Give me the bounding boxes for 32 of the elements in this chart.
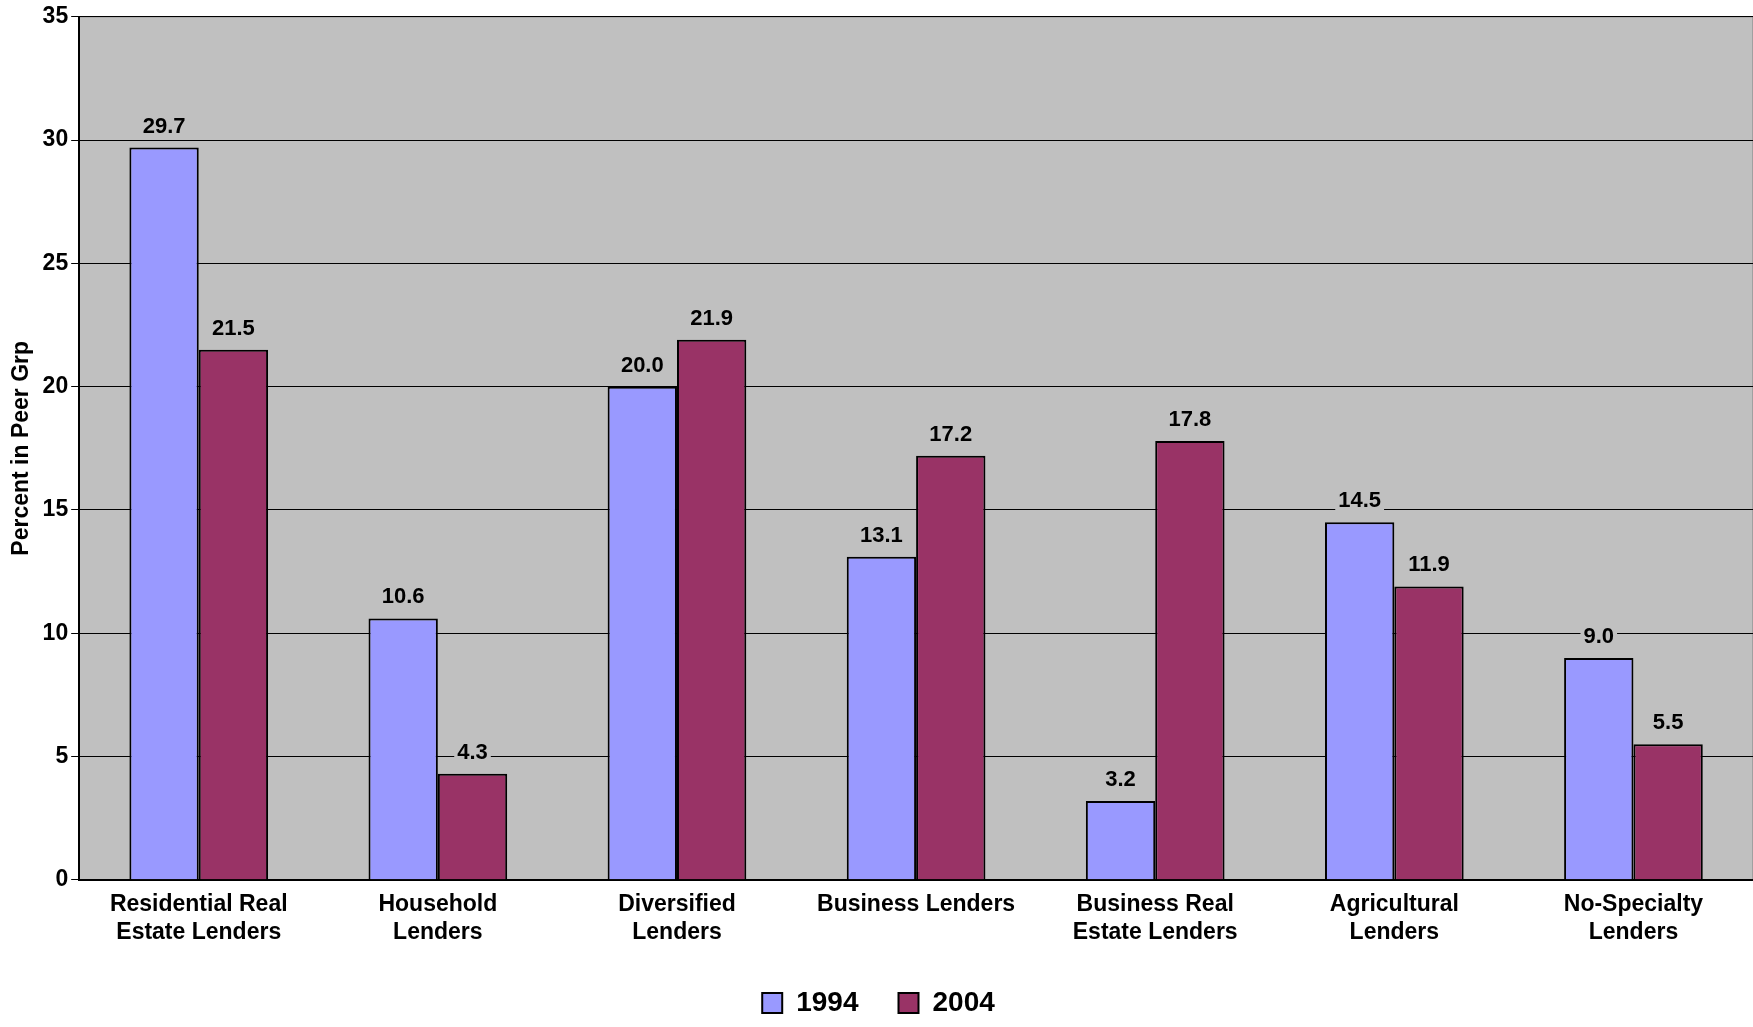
data-label: 10.6	[381, 583, 425, 609]
y-tick-label: 30	[42, 125, 69, 152]
x-tick-label: Residential Real Estate Lenders	[109, 889, 288, 944]
data-label: 20.0	[620, 351, 664, 377]
data-label: 13.1	[860, 521, 903, 547]
y-tick-label: 0	[55, 865, 69, 892]
y-tick-label: 35	[42, 2, 69, 29]
data-label: 21.9	[690, 304, 734, 330]
x-tick-label: Household Lenders	[378, 889, 498, 944]
y-tick-label: 25	[42, 248, 69, 275]
data-label: 3.2	[1105, 765, 1136, 791]
y-tick-label: 10	[42, 618, 69, 645]
data-label: 17.2	[929, 420, 973, 446]
legend-label: 2004	[932, 985, 996, 1017]
data-label: 29.7	[142, 112, 186, 138]
y-tick-label: 20	[42, 372, 69, 398]
data-label: 5.5	[1652, 709, 1684, 735]
data-label: 11.9	[1408, 551, 1450, 577]
x-tick-label: Agricultural Lenders	[1329, 889, 1459, 944]
x-tick-label: Business Lenders	[817, 889, 1016, 916]
x-tick-label: Diversified Lenders	[618, 889, 736, 944]
x-tick-label: No-Specialty Lenders	[1563, 889, 1704, 944]
data-label: 21.5	[212, 314, 255, 340]
data-label: 9.0	[1583, 622, 1615, 648]
y-tick-label: 5	[55, 741, 69, 768]
y-axis-title: Percent in Peer Grp	[7, 340, 34, 556]
data-label: 4.3	[457, 738, 488, 764]
data-label: 14.5	[1338, 487, 1382, 513]
x-tick-label: Business Real Estate Lenders	[1072, 889, 1238, 944]
legend-label: 1994	[796, 985, 859, 1017]
data-label: 17.8	[1168, 405, 1212, 431]
y-tick-label: 15	[42, 495, 69, 522]
